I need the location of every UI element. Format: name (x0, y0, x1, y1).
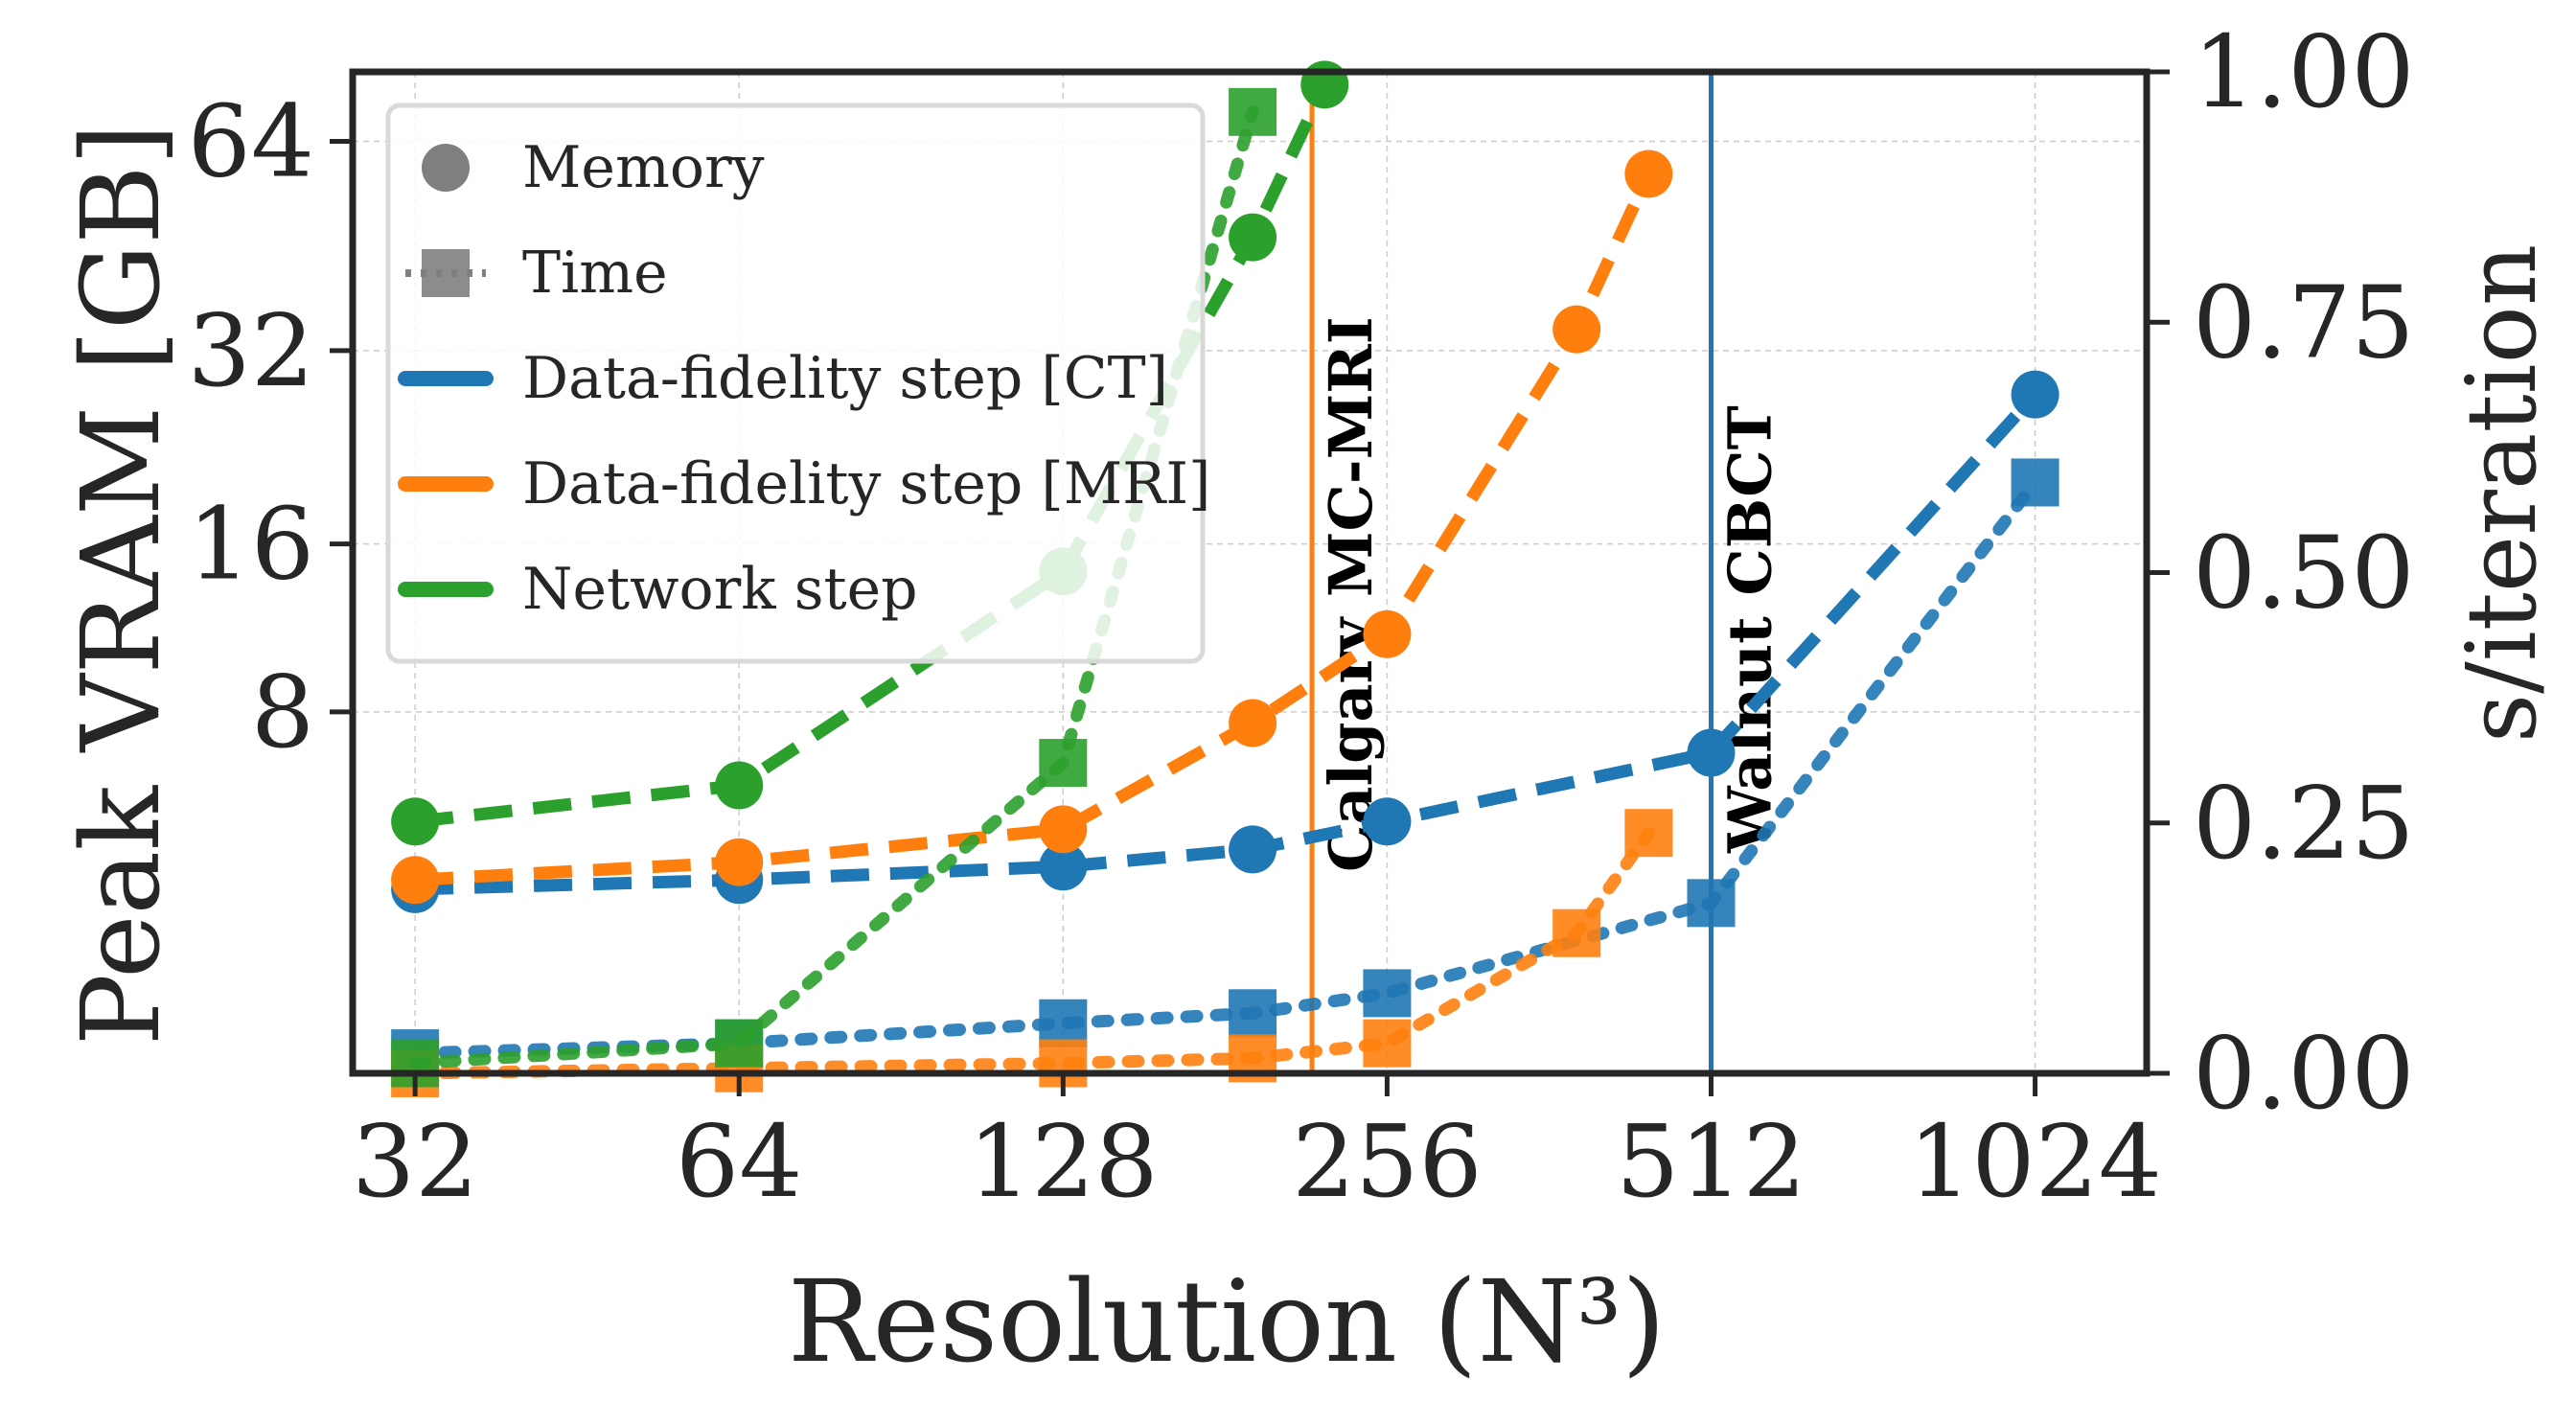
data-point-memory (1300, 60, 1349, 109)
y-right-axis-title: s/iteration (2446, 244, 2558, 744)
legend: Memory Time Data-fidelity step [CT] Data-fi… (385, 103, 1210, 664)
y-left-tick-label: 16 (188, 486, 314, 603)
data-point-time (1039, 999, 1088, 1047)
data-point-time (1552, 908, 1601, 957)
reference-line-label: Calgary MC-MRI (1316, 316, 1386, 872)
x-axis-title: Resolution (N³) (788, 1255, 1666, 1388)
data-point-memory (715, 761, 764, 810)
data-point-memory (2011, 370, 2059, 419)
y-right-tick-label: 0.00 (2193, 1015, 2415, 1132)
y-right-tick-label: 0.50 (2193, 515, 2415, 632)
x-tick-label: 512 (1616, 1103, 1806, 1220)
y-left-tick-label: 32 (188, 292, 314, 409)
data-point-memory (1687, 728, 1736, 777)
legend-label: Network step (522, 556, 918, 623)
data-point-memory (1624, 149, 1673, 198)
legend-label: Memory (522, 134, 765, 201)
data-point-time (1687, 879, 1736, 928)
data-point-time (1363, 1019, 1412, 1068)
series-line (408, 105, 1259, 1069)
legend-label: Data-fidelity step [MRI] (522, 450, 1210, 517)
legend-label: Time (522, 240, 668, 307)
legend-label: Data-fidelity step [CT] (522, 345, 1168, 412)
data-point-memory (1552, 305, 1601, 354)
y-left-tick-label: 64 (188, 83, 314, 200)
legend-square-icon (422, 249, 470, 297)
y-right-tick-label: 1.00 (2193, 13, 2415, 130)
data-point-time (2011, 458, 2059, 507)
x-tick-label: 256 (1292, 1103, 1483, 1220)
data-point-memory (1363, 797, 1412, 846)
reference-line-label: Walnut CBCT (1715, 405, 1785, 854)
data-point-memory (1039, 805, 1088, 854)
data-point-memory (1039, 842, 1088, 891)
data-point-memory (391, 797, 440, 846)
y-right-tick-label: 0.25 (2193, 765, 2415, 882)
legend-circle-icon (422, 144, 470, 192)
x-tick-label: 1024 (1908, 1103, 2162, 1220)
data-point-time (1363, 969, 1412, 1018)
data-point-time (715, 1019, 764, 1068)
x-tick-label: 128 (968, 1103, 1159, 1220)
y-right-tick-label: 0.75 (2193, 264, 2415, 380)
vertical-reference-lines: Calgary MC-MRI Walnut CBCT (1309, 72, 1785, 1073)
data-point-memory (1229, 825, 1277, 874)
data-point-time (1039, 739, 1088, 788)
axes: 32 64 128 256 512 1024 8 16 32 64 0.00 0.25 0.50 0.75… (188, 13, 2415, 1220)
data-point-time (1624, 809, 1673, 858)
data-point-time (1229, 87, 1277, 136)
data-point-memory (391, 856, 440, 905)
data-point-memory (1363, 609, 1412, 658)
x-tick-label: 32 (352, 1103, 478, 1220)
data-point-memory (1229, 699, 1277, 747)
legend-box (385, 103, 1206, 664)
x-tick-label: 64 (676, 1103, 802, 1220)
y-left-axis-title: Peak VRAM [GB] (59, 124, 184, 1046)
data-point-memory (1229, 213, 1277, 262)
y-left-tick-label: 8 (251, 654, 314, 770)
data-point-memory (715, 838, 764, 886)
data-point-time (1229, 989, 1277, 1038)
